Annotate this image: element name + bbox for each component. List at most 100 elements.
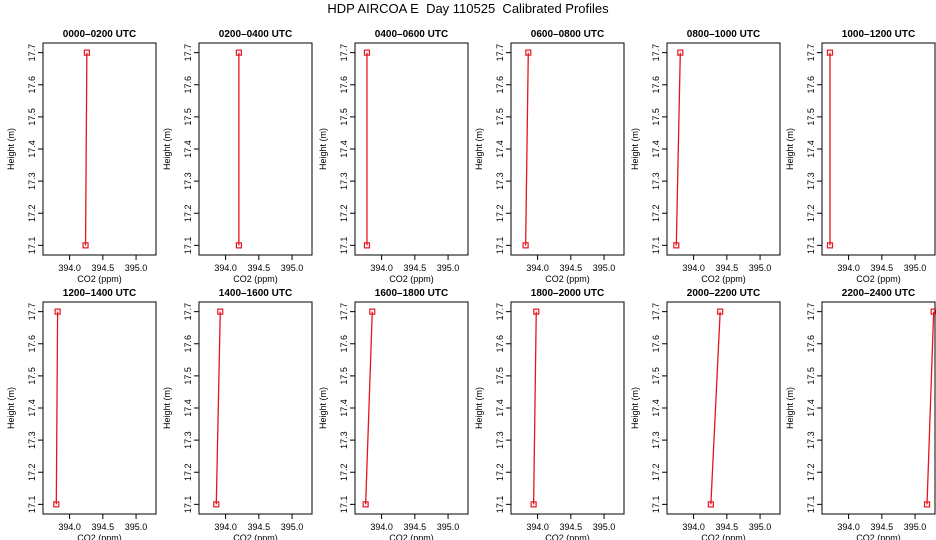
x-tick-label: 394.0 <box>682 522 705 532</box>
y-tick-label: 17.5 <box>183 108 193 126</box>
y-tick-label: 17.7 <box>651 303 661 321</box>
plot-frame <box>510 301 625 515</box>
x-tick-label: 394.5 <box>871 263 894 273</box>
y-tick-label: 17.3 <box>651 172 661 190</box>
y-tick-label: 17.5 <box>27 108 37 126</box>
y-tick-label: 17.6 <box>183 76 193 94</box>
y-tick-label: 17.2 <box>27 463 37 481</box>
panel-title: 2200–2400 UTC <box>842 288 915 299</box>
data-point <box>235 242 242 249</box>
x-tick-label: 395.0 <box>749 522 772 532</box>
data-point <box>369 308 376 315</box>
panel-title: 0800–1000 UTC <box>687 29 760 40</box>
x-tick-label: 394.5 <box>404 522 427 532</box>
y-axis-label: Height (m) <box>6 128 16 170</box>
y-axis-label: Height (m) <box>6 387 16 429</box>
data-point <box>362 501 369 508</box>
x-tick-label: 394.5 <box>871 522 894 532</box>
x-axis-label: CO2 (ppm) <box>389 274 434 284</box>
profile-line <box>675 52 681 246</box>
data-point <box>54 308 61 315</box>
y-tick-label: 17.4 <box>27 399 37 417</box>
y-tick-label: 17.3 <box>806 431 816 449</box>
y-tick-label: 17.6 <box>495 335 505 353</box>
y-tick-label: 17.5 <box>495 367 505 385</box>
x-tick-label: 395.0 <box>904 263 927 273</box>
y-axis-label: Height (m) <box>785 387 795 429</box>
y-tick-label: 17.6 <box>27 335 37 353</box>
y-axis-label: Height (m) <box>162 387 172 429</box>
x-tick-label: 395.0 <box>904 522 927 532</box>
x-axis-label: CO2 (ppm) <box>701 533 746 540</box>
y-tick-label: 17.2 <box>339 463 349 481</box>
x-axis-label: CO2 (ppm) <box>233 274 278 284</box>
y-tick-label: 17.5 <box>806 108 816 126</box>
y-tick-label: 17.7 <box>339 303 349 321</box>
x-tick-label: 395.0 <box>593 263 616 273</box>
y-tick-label: 17.4 <box>183 399 193 417</box>
x-tick-label: 395.0 <box>593 522 616 532</box>
data-point <box>83 49 90 56</box>
data-point <box>826 242 834 249</box>
y-tick-label: 17.1 <box>183 496 193 514</box>
x-tick-label: 394.0 <box>837 263 860 273</box>
y-tick-label: 17.3 <box>339 172 349 190</box>
plot-frame <box>354 42 469 256</box>
data-point <box>525 49 532 56</box>
y-tick-label: 17.7 <box>806 44 816 62</box>
y-tick-label: 17.7 <box>651 44 661 62</box>
profile-line <box>524 52 529 246</box>
profile-line <box>84 52 88 246</box>
panel-title: 0000–0200 UTC <box>63 29 136 40</box>
plot-frame <box>821 42 936 256</box>
x-tick-label: 395.0 <box>281 522 304 532</box>
x-tick-label: 394.0 <box>370 263 393 273</box>
x-tick-label: 394.5 <box>92 263 115 273</box>
y-tick-label: 17.1 <box>806 496 816 514</box>
y-tick-label: 17.6 <box>183 335 193 353</box>
plot-frame <box>42 301 157 515</box>
y-axis-label: Height (m) <box>630 128 640 170</box>
y-tick-label: 17.3 <box>651 431 661 449</box>
y-tick-label: 17.3 <box>27 172 37 190</box>
y-tick-label: 17.5 <box>495 108 505 126</box>
y-tick-label: 17.3 <box>27 431 37 449</box>
y-tick-label: 17.6 <box>806 76 816 94</box>
profile-line <box>532 311 537 505</box>
x-tick-label: 395.0 <box>437 263 460 273</box>
y-tick-label: 17.3 <box>806 172 816 190</box>
y-tick-label: 17.2 <box>339 204 349 222</box>
y-tick-label: 17.5 <box>651 367 661 385</box>
y-tick-label: 17.5 <box>183 367 193 385</box>
y-axis-label: Height (m) <box>162 128 172 170</box>
y-axis-label: Height (m) <box>785 128 795 170</box>
panel-title: 1200–1400 UTC <box>63 288 136 299</box>
y-tick-label: 17.2 <box>183 463 193 481</box>
plot-frame <box>198 42 313 256</box>
y-axis-label: Height (m) <box>474 128 484 170</box>
y-tick-label: 17.1 <box>339 496 349 514</box>
data-point <box>717 308 724 315</box>
y-tick-label: 17.6 <box>495 76 505 94</box>
y-axis-label: Height (m) <box>630 387 640 429</box>
y-tick-label: 17.2 <box>495 463 505 481</box>
y-tick-label: 17.3 <box>495 431 505 449</box>
panel-title: 0400–0600 UTC <box>375 29 448 40</box>
x-tick-label: 394.0 <box>682 263 705 273</box>
y-tick-label: 17.5 <box>339 108 349 126</box>
y-tick-label: 17.1 <box>495 496 505 514</box>
y-tick-label: 17.4 <box>651 399 661 417</box>
x-tick-label: 394.5 <box>716 263 739 273</box>
x-tick-label: 394.0 <box>526 522 549 532</box>
y-tick-label: 17.7 <box>495 44 505 62</box>
y-tick-label: 17.7 <box>27 44 37 62</box>
x-tick-label: 394.5 <box>404 263 427 273</box>
x-axis-label: CO2 (ppm) <box>545 533 590 540</box>
x-tick-label: 394.0 <box>214 263 237 273</box>
x-tick-label: 394.0 <box>370 522 393 532</box>
y-tick-label: 17.2 <box>651 463 661 481</box>
data-point <box>217 308 224 315</box>
panel-title: 1600–1800 UTC <box>375 288 448 299</box>
